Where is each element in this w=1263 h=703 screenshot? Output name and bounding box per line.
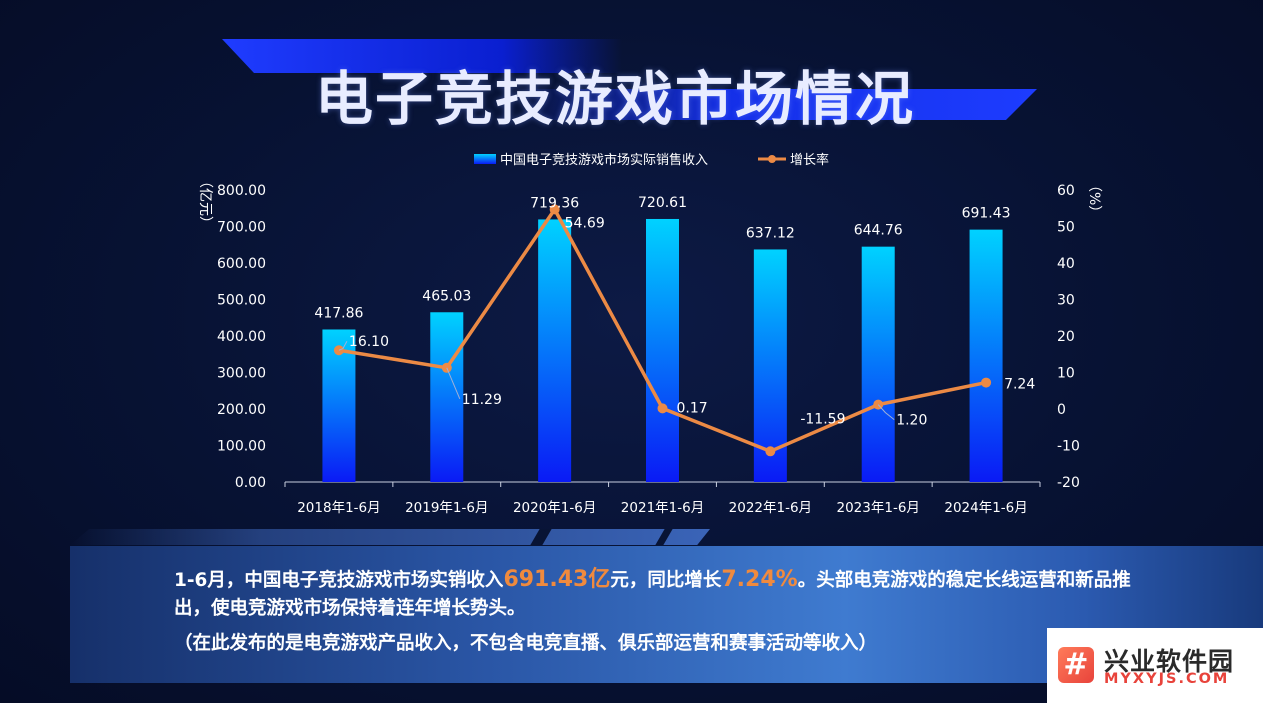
y-left-tick-label: 600.00 [217,256,266,272]
growth-label-leader [877,404,895,421]
summary-highlight-growth: 7.24% [721,567,798,592]
bar [430,312,464,482]
bar-value-label: 417.86 [314,305,363,321]
x-tick-label: 2018年1-6月 [297,500,380,516]
growth-value-label: 16.10 [349,334,389,350]
x-tick-label: 2019年1-6月 [405,500,488,516]
watermark-name: 兴业软件园 [1104,647,1235,676]
y-right-tick-label: 50 [1057,220,1075,236]
y-right-tick-label: 20 [1057,329,1075,345]
bar-value-label: 644.76 [854,223,903,239]
growth-value-label: -11.59 [800,411,845,427]
y-right-tick-label: 0 [1057,402,1066,418]
growth-label-leader [446,367,461,399]
x-tick-label: 2020年1-6月 [513,500,596,516]
growth-marker [549,204,560,215]
bar-value-label: 637.12 [746,225,795,241]
legend-marker-growth [768,155,776,163]
summary-part1: 1-6月，中国电子竞技游戏市场实销收入 [174,570,504,591]
y-right-tick-label: 30 [1057,293,1075,309]
legend-swatch-revenue [474,154,496,164]
y-right-tick-label: 10 [1057,366,1075,382]
y-left-tick-label: 0.00 [235,475,266,491]
growth-value-label: 11.29 [462,392,502,408]
x-tick-label: 2021年1-6月 [621,500,704,516]
y-left-axis-title: （亿元） [197,174,213,230]
bar-value-label: 465.03 [422,288,471,304]
panel-top-band [70,529,710,545]
chart-legend: 中国电子竞技游戏市场实际销售收入 增长率 [474,152,829,168]
growth-marker [765,446,776,457]
legend-label-growth: 增长率 [790,152,829,168]
y-left-tick-label: 300.00 [217,366,266,382]
bar-value-label: 719.36 [530,195,579,211]
y-right-tick-label: 40 [1057,256,1075,272]
page-title: 电子竞技游戏市场情况 [314,65,915,133]
legend-label-revenue: 中国电子竞技游戏市场实际销售收入 [500,152,708,168]
title-stripe-right [520,89,1037,120]
y-right-tick-label: -10 [1057,439,1080,455]
growth-value-label: 54.69 [565,215,605,231]
growth-label-leader [338,340,348,351]
bar-value-label: 691.43 [962,206,1011,222]
bar [753,249,787,482]
growth-marker [657,403,668,414]
summary-text: 1-6月，中国电子竞技游戏市场实销收入691.43亿元，同比增长7.24%。头部… [174,566,1164,623]
growth-marker [981,377,992,388]
bar [538,219,572,482]
y-left-tick-label: 400.00 [217,329,266,345]
y-right-tick-label: 60 [1057,183,1075,199]
y-left-tick-label: 500.00 [217,293,266,309]
summary-part3: 。头部电竞游戏的稳定长线运营和新品推出，使电竞游戏市场保持着连年增长势头。 [174,570,1131,619]
y-left-tick-label: 700.00 [217,220,266,236]
combo-chart: 中国电子竞技游戏市场实际销售收入 增长率 2018年1-6月 2019年1-6月 20… [197,152,1102,516]
title-stripe-left [222,39,622,73]
hash-logo-icon: # [1058,647,1094,683]
y-left-tick-label: 100.00 [217,439,266,455]
y-right-axis-title: （%） [1086,178,1102,219]
x-tick-label: 2022年1-6月 [729,500,812,516]
bar [646,218,679,482]
summary-note: （在此发布的是电竞游戏产品收入，不包含电竞直播、俱乐部运营和赛事活动等收入） [174,633,878,654]
summary-highlight-revenue: 691.43亿 [503,567,611,592]
y-left-tick-label: 200.00 [217,402,266,418]
growth-value-label: 7.24 [1004,377,1035,393]
summary-part2: 元，同比增长 [610,570,722,591]
y-left-tick-label: 800.00 [217,183,266,199]
bar-value-label: 720.61 [638,195,687,211]
growth-value-label: 1.20 [896,413,927,429]
y-right-tick-label: -20 [1057,475,1080,491]
bar [861,246,895,482]
bar [969,229,1003,482]
growth-value-label: 0.17 [677,400,708,416]
watermark-url: MYXYJS.COM [1104,671,1230,687]
x-tick-label: 2023年1-6月 [837,500,920,516]
x-tick-label: 2024年1-6月 [944,500,1027,516]
